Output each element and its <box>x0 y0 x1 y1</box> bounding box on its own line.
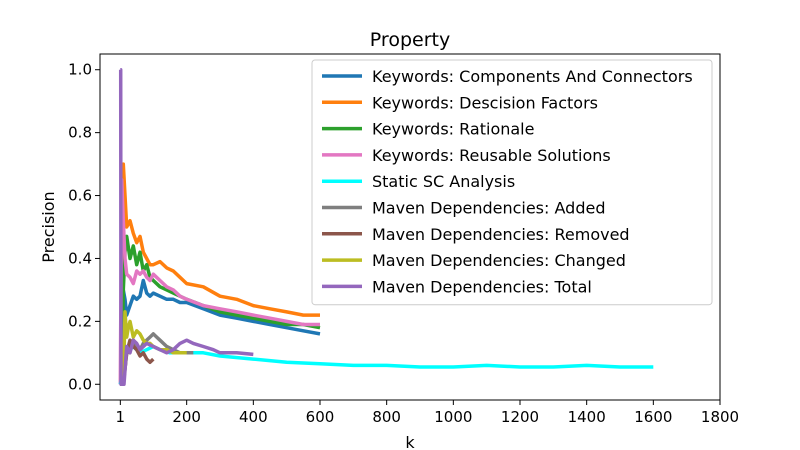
legend-label: Keywords: Components And Connectors <box>372 67 693 86</box>
x-axis: 1 200 400 600 800 1000 1200 1400 1600 1800 <box>116 400 739 426</box>
legend-label: Maven Dependencies: Changed <box>372 251 626 270</box>
series-layer <box>118 67 654 387</box>
y-axis: 0.0 0.2 0.4 0.6 0.8 1.0 <box>68 61 100 393</box>
series-line-7 <box>120 310 187 387</box>
x-tick-label: 1000 <box>434 408 472 426</box>
series-line-4 <box>118 344 654 385</box>
legend-label: Keywords: Descision Factors <box>372 93 598 112</box>
legend-label: Maven Dependencies: Total <box>372 277 592 296</box>
x-tick-label: 800 <box>372 408 401 426</box>
series-line-2 <box>119 234 321 387</box>
legend-label: Maven Dependencies: Removed <box>372 225 630 244</box>
x-axis-label: k <box>405 433 415 450</box>
y-tick-label: 1.0 <box>68 61 92 79</box>
plot-frame <box>99 53 721 401</box>
series-line-0 <box>119 278 321 387</box>
series-line-3 <box>118 178 320 385</box>
x-tick-label: 1 <box>116 408 126 426</box>
x-tick-label: 1200 <box>501 408 539 426</box>
legend-label: Static SC Analysis <box>372 172 515 191</box>
legend-label: Keywords: Rationale <box>372 120 534 139</box>
x-tick-label: 1800 <box>701 408 739 426</box>
legend-label: Maven Dependencies: Added <box>372 199 605 218</box>
y-tick-label: 0.8 <box>68 124 92 142</box>
legend: Keywords: Components And Connectors Keywo… <box>311 59 713 306</box>
x-tick-label: 600 <box>306 408 335 426</box>
x-tick-label: 1600 <box>634 408 672 426</box>
series-line-1 <box>119 162 320 387</box>
chart-title: Property <box>370 29 450 51</box>
y-tick-label: 0.6 <box>68 187 92 205</box>
y-tick-label: 0.4 <box>68 249 92 267</box>
legend-box <box>311 59 713 306</box>
y-tick-label: 0.2 <box>68 312 92 330</box>
x-tick-label: 200 <box>172 408 201 426</box>
x-tick-label: 400 <box>239 408 268 426</box>
series-line-8 <box>118 67 254 387</box>
y-tick-label: 0.0 <box>68 375 92 393</box>
x-tick-label: 1400 <box>568 408 606 426</box>
y-axis-label: Precision <box>39 191 58 262</box>
legend-label: Keywords: Reusable Solutions <box>372 146 611 165</box>
